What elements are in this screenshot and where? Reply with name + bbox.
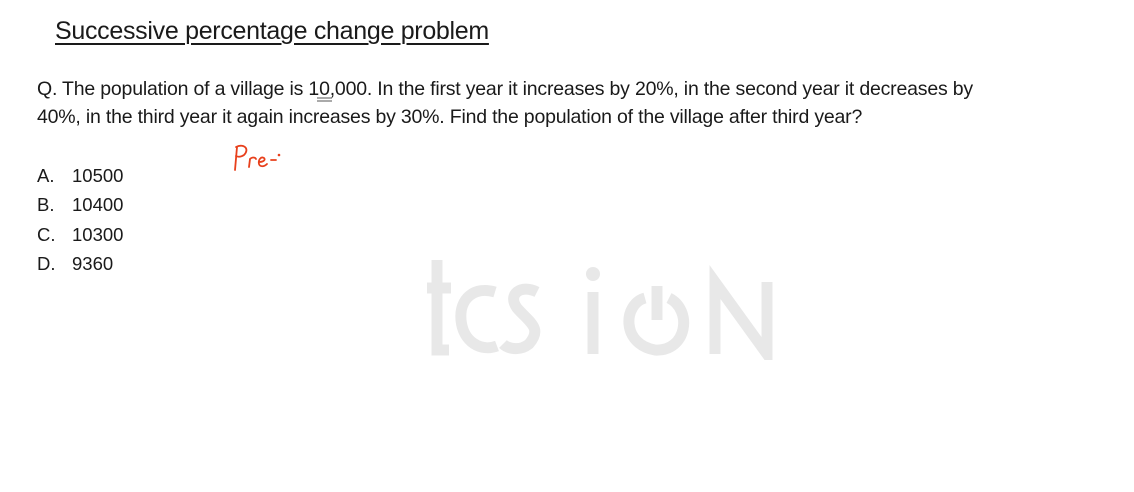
question-line-2: 40%, in the third year it again increase… (37, 106, 863, 128)
option-a-letter: A. (37, 165, 55, 186)
option-b[interactable]: B. 10400 (37, 190, 123, 219)
option-a[interactable]: A. 10500 (37, 161, 123, 190)
option-b-letter: B. (37, 194, 55, 216)
page-title: Successive percentage change problem (55, 17, 489, 45)
question-line-1: Q. The population of a village is 10,000… (37, 78, 973, 100)
option-b-value: 10400 (72, 194, 124, 216)
option-c-letter: C. (37, 223, 56, 245)
handwritten-annotation (234, 144, 281, 171)
question-text: Q. The population of a village is 10,000… (37, 75, 1117, 131)
handwritten-underline (317, 97, 332, 102)
option-c-value: 10300 (72, 223, 124, 245)
option-c[interactable]: C. 10300 (37, 220, 123, 249)
option-d-value: 9360 (72, 252, 114, 274)
answer-options: A. 10500 B. 10400 C. 10300 D. 9360 (37, 161, 123, 278)
option-d-letter: D. (37, 252, 56, 274)
tcs-ion-watermark-logo (427, 260, 773, 360)
option-d[interactable]: D. 9360 (37, 249, 123, 278)
option-a-value: 10500 (72, 165, 124, 186)
